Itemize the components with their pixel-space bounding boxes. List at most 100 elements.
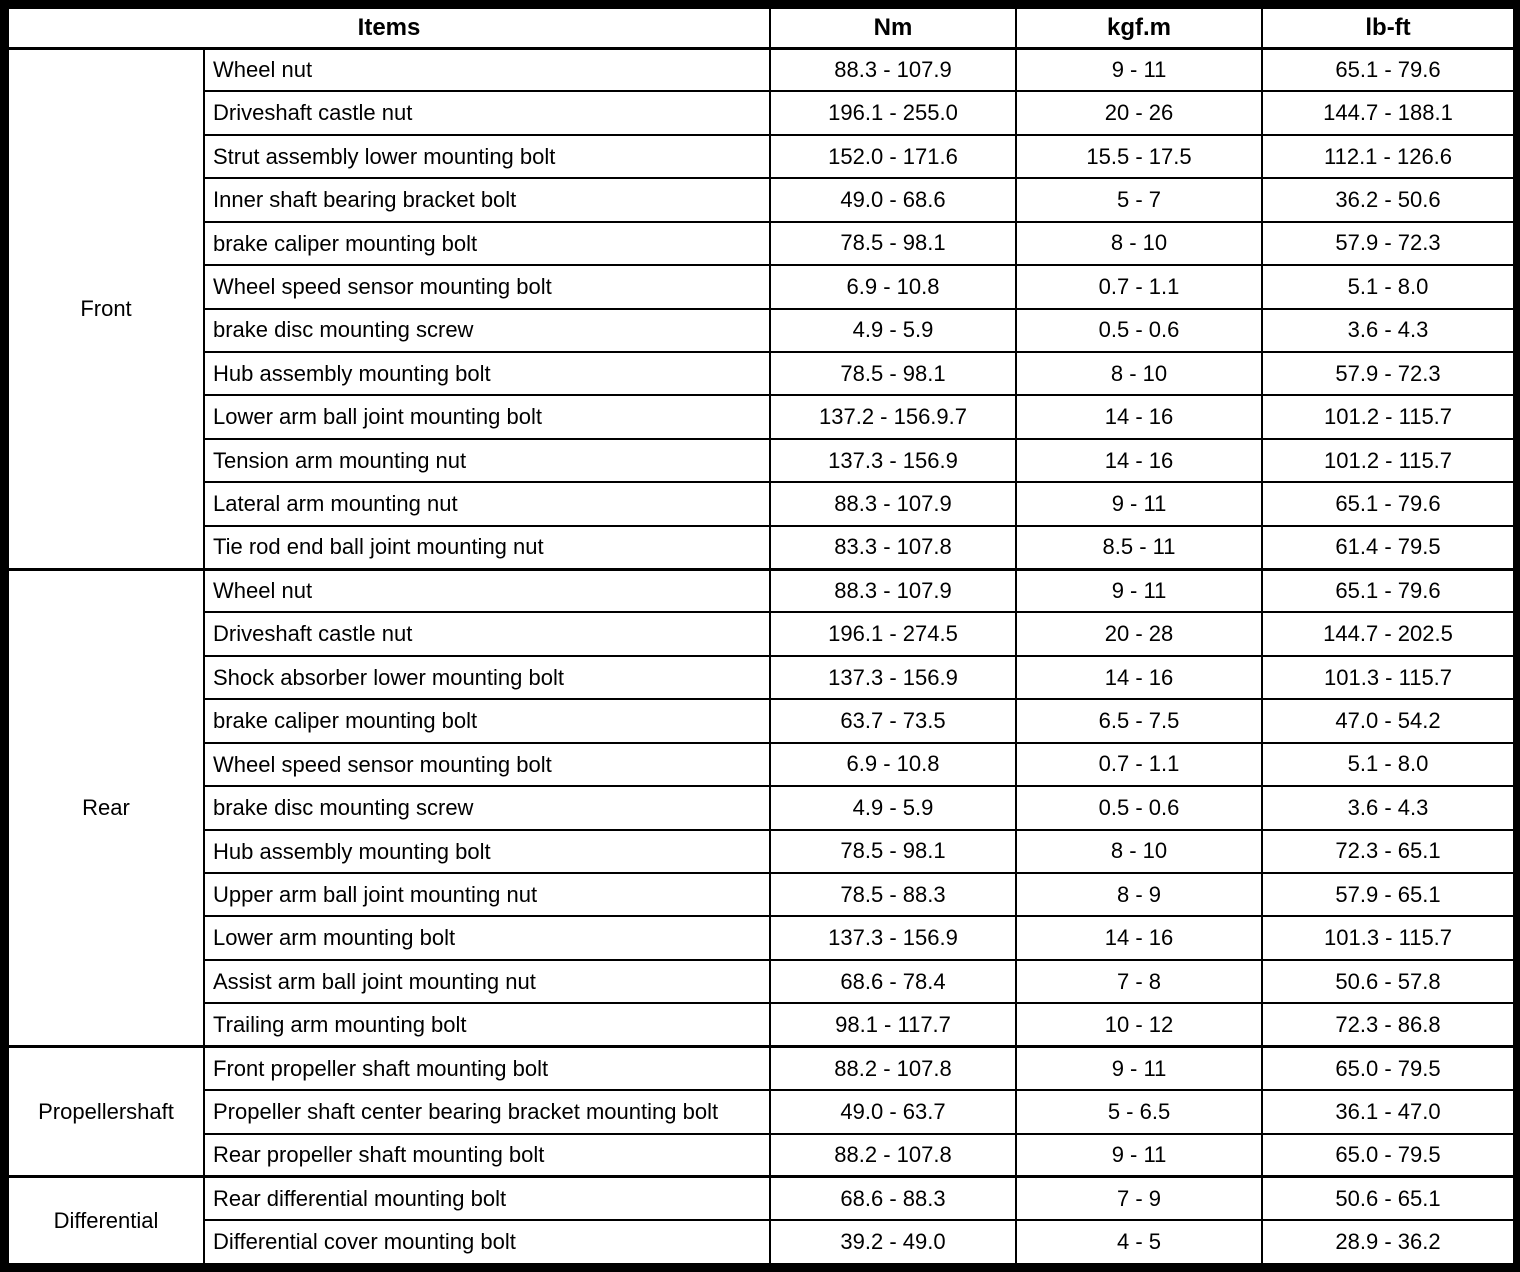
nm-value-cell: 6.9 - 10.8 bbox=[769, 741, 1018, 788]
lbft-value-cell: 57.9 - 72.3 bbox=[1261, 350, 1516, 397]
lbft-value-cell: 3.6 - 4.3 bbox=[1261, 785, 1516, 831]
kgfm-value-cell: 14 - 16 bbox=[1015, 437, 1264, 484]
kgfm-value-cell: 5 - 6.5 bbox=[1015, 1089, 1264, 1135]
lbft-value-cell: 5.1 - 8.0 bbox=[1261, 264, 1516, 310]
table-row: Differential cover mounting bolt 39.2 - 4… bbox=[8, 1219, 1516, 1265]
nm-value-cell: 196.1 - 274.5 bbox=[769, 611, 1018, 657]
kgfm-value-cell: 9 - 11 bbox=[1015, 567, 1264, 614]
kgfm-value-cell: 14 - 16 bbox=[1015, 394, 1264, 440]
lbft-value-cell: 101.3 - 115.7 bbox=[1261, 654, 1516, 701]
lbft-value-cell: 101.3 - 115.7 bbox=[1261, 915, 1516, 961]
lbft-value-cell: 28.9 - 36.2 bbox=[1261, 1219, 1516, 1265]
kgfm-column-header: kgf.m bbox=[1015, 7, 1264, 50]
lbft-value-cell: 47.0 - 54.2 bbox=[1261, 698, 1516, 744]
nm-value-cell: 68.6 - 78.4 bbox=[769, 958, 1018, 1005]
item-name-cell: Front propeller shaft mounting bolt bbox=[202, 1045, 772, 1092]
table-row: Upper arm ball joint mounting nut 78.5 - … bbox=[8, 872, 1516, 918]
table-row: Differential Rear differential mounting b… bbox=[7, 1175, 1516, 1266]
nm-value-cell: 196.1 - 255.0 bbox=[769, 90, 1018, 136]
nm-value-cell: 88.3 - 107.9 bbox=[769, 46, 1018, 93]
table-body: Front Wheel nut 88.3 - 107.9 9 - 11 65.1 - 7… bbox=[7, 46, 1516, 1266]
kgfm-value-cell: 0.7 - 1.1 bbox=[1015, 741, 1264, 788]
item-name-cell: Tension arm mounting nut bbox=[202, 437, 772, 484]
item-name-cell: Wheel nut bbox=[202, 46, 772, 93]
section-label-cell: Differential bbox=[7, 1175, 205, 1266]
table-row: Tension arm mounting nut 137.3 - 156.9 14 … bbox=[8, 437, 1516, 484]
nm-column-header: Nm bbox=[769, 7, 1018, 50]
lbft-value-cell: 65.0 - 79.5 bbox=[1261, 1045, 1516, 1092]
kgfm-value-cell: 7 - 8 bbox=[1015, 958, 1264, 1005]
lbft-value-cell: 57.9 - 65.1 bbox=[1261, 872, 1516, 918]
kgfm-value-cell: 8 - 10 bbox=[1015, 828, 1264, 875]
nm-value-cell: 4.9 - 5.9 bbox=[769, 307, 1018, 353]
table-row: Lower arm ball joint mounting bolt 137.2 … bbox=[8, 394, 1516, 440]
nm-value-cell: 78.5 - 98.1 bbox=[769, 828, 1018, 875]
table-row: Front Wheel nut 88.3 - 107.9 9 - 11 65.1 - 7… bbox=[7, 46, 1516, 571]
nm-value-cell: 49.0 - 68.6 bbox=[769, 177, 1018, 223]
item-name-cell: Wheel nut bbox=[202, 567, 772, 614]
nm-value-cell: 78.5 - 88.3 bbox=[769, 872, 1018, 918]
nm-value-cell: 83.3 - 107.8 bbox=[769, 524, 1018, 571]
lbft-value-cell: 72.3 - 65.1 bbox=[1261, 828, 1516, 875]
table-row: Assist arm ball joint mounting nut 68.6 -… bbox=[8, 958, 1516, 1005]
lbft-value-cell: 50.6 - 65.1 bbox=[1261, 1175, 1516, 1222]
table-row: Tie rod end ball joint mounting nut 83.3 … bbox=[8, 524, 1516, 571]
nm-value-cell: 88.2 - 107.8 bbox=[769, 1045, 1018, 1092]
item-name-cell: Wheel speed sensor mounting bolt bbox=[202, 741, 772, 788]
item-name-cell: Lateral arm mounting nut bbox=[202, 481, 772, 527]
table-row: Rear Wheel nut 88.3 - 107.9 9 - 11 65.1 - 79… bbox=[7, 567, 1516, 1048]
nm-value-cell: 152.0 - 171.6 bbox=[769, 133, 1018, 180]
kgfm-value-cell: 9 - 11 bbox=[1015, 1045, 1264, 1092]
item-name-cell: Lower arm ball joint mounting bolt bbox=[202, 394, 772, 440]
lbft-value-cell: 57.9 - 72.3 bbox=[1261, 220, 1516, 267]
kgfm-value-cell: 20 - 28 bbox=[1015, 611, 1264, 657]
table-row: Propeller shaft center bearing bracket m… bbox=[8, 1089, 1516, 1135]
kgfm-value-cell: 8 - 9 bbox=[1015, 872, 1264, 918]
table-row: Trailing arm mounting bolt 98.1 - 117.7 10… bbox=[8, 1002, 1516, 1048]
nm-value-cell: 78.5 - 98.1 bbox=[769, 350, 1018, 397]
nm-value-cell: 39.2 - 49.0 bbox=[769, 1219, 1018, 1265]
lbft-value-cell: 61.4 - 79.5 bbox=[1261, 524, 1516, 571]
lbft-value-cell: 101.2 - 115.7 bbox=[1261, 394, 1516, 440]
item-name-cell: Shock absorber lower mounting bolt bbox=[202, 654, 772, 701]
item-name-cell: Rear propeller shaft mounting bolt bbox=[202, 1132, 772, 1178]
table-row: brake caliper mounting bolt 63.7 - 73.5 6.… bbox=[8, 698, 1516, 744]
lbft-value-cell: 36.2 - 50.6 bbox=[1261, 177, 1516, 223]
lbft-value-cell: 65.0 - 79.5 bbox=[1261, 1132, 1516, 1178]
table-row: Driveshaft castle nut 196.1 - 255.0 20 - 2… bbox=[8, 90, 1516, 136]
kgfm-value-cell: 15.5 - 17.5 bbox=[1015, 133, 1264, 180]
section-label-cell: Front bbox=[7, 46, 205, 571]
nm-value-cell: 6.9 - 10.8 bbox=[769, 264, 1018, 310]
table-row: Hub assembly mounting bolt 78.5 - 98.1 8 -… bbox=[8, 828, 1516, 875]
kgfm-value-cell: 0.5 - 0.6 bbox=[1015, 307, 1264, 353]
item-name-cell: Wheel speed sensor mounting bolt bbox=[202, 264, 772, 310]
nm-value-cell: 49.0 - 63.7 bbox=[769, 1089, 1018, 1135]
item-name-cell: Tie rod end ball joint mounting nut bbox=[202, 524, 772, 571]
item-name-cell: Upper arm ball joint mounting nut bbox=[202, 872, 772, 918]
kgfm-value-cell: 8 - 10 bbox=[1015, 350, 1264, 397]
table-row: Wheel speed sensor mounting bolt 6.9 - 10… bbox=[8, 264, 1516, 310]
kgfm-value-cell: 7 - 9 bbox=[1015, 1175, 1264, 1222]
nm-value-cell: 137.3 - 156.9 bbox=[769, 915, 1018, 961]
item-name-cell: Trailing arm mounting bolt bbox=[202, 1002, 772, 1048]
item-name-cell: Differential cover mounting bolt bbox=[202, 1219, 772, 1265]
torque-spec-table: Items Nm kgf.m lb-ft Front Wheel nut 88.3 … bbox=[6, 7, 1516, 1266]
table-row: Strut assembly lower mounting bolt 152.0 … bbox=[8, 133, 1516, 180]
nm-value-cell: 137.3 - 156.9 bbox=[769, 437, 1018, 484]
section-label-cell: Rear bbox=[7, 567, 205, 1048]
item-name-cell: brake caliper mounting bolt bbox=[202, 220, 772, 267]
table-row: Shock absorber lower mounting bolt 137.3 … bbox=[8, 654, 1516, 701]
items-column-header: Items bbox=[6, 7, 772, 50]
header-row: Items Nm kgf.m lb-ft bbox=[6, 7, 1516, 50]
item-name-cell: Rear differential mounting bolt bbox=[202, 1175, 772, 1222]
table-row: Wheel speed sensor mounting bolt 6.9 - 10… bbox=[8, 741, 1516, 788]
nm-value-cell: 78.5 - 98.1 bbox=[769, 220, 1018, 267]
lbft-value-cell: 65.1 - 79.6 bbox=[1261, 46, 1516, 93]
kgfm-value-cell: 9 - 11 bbox=[1015, 46, 1264, 93]
kgfm-value-cell: 14 - 16 bbox=[1015, 654, 1264, 701]
lbft-value-cell: 144.7 - 188.1 bbox=[1261, 90, 1516, 136]
item-name-cell: brake disc mounting screw bbox=[202, 785, 772, 831]
nm-value-cell: 88.3 - 107.9 bbox=[769, 567, 1018, 614]
nm-value-cell: 98.1 - 117.7 bbox=[769, 1002, 1018, 1048]
